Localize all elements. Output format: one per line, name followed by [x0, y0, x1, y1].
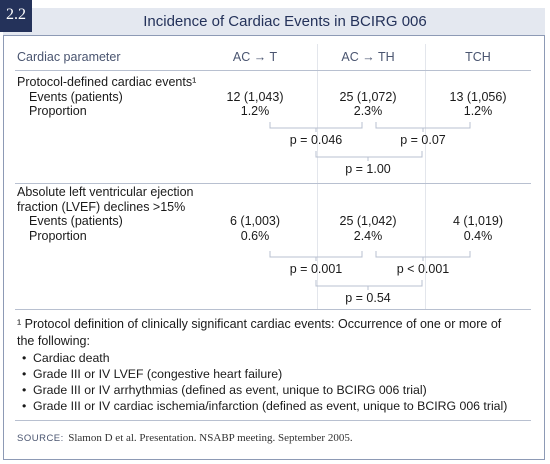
footnote-list: Cardiac death Grade III or IV LVEF (cong… — [22, 351, 507, 415]
column-header: TCH — [465, 50, 491, 64]
column-divider — [425, 44, 426, 309]
p-value: p = 0.046 — [289, 133, 343, 147]
footnote-bullet: Cardiac death — [22, 351, 507, 367]
column-header: AC → TH — [341, 50, 395, 64]
cell: 1.2% — [240, 104, 270, 118]
cell: 13 (1,056) — [449, 89, 507, 104]
cell: 6 (1,003) — [229, 214, 281, 228]
cell: 25 (1,042) — [339, 214, 397, 228]
cell: 0.6% — [240, 228, 270, 243]
bracket — [315, 280, 423, 290]
footnote-bullet: Grade III or IV arrhythmias (defined as … — [22, 383, 507, 399]
p-value: p = 0.001 — [289, 262, 343, 276]
row-label: Events (patients) — [29, 89, 123, 104]
footnote: ¹ Protocol definition of clinically sign… — [17, 317, 502, 348]
row-label: Events (patients) — [29, 214, 123, 228]
bracket — [315, 151, 423, 161]
section-heading: fraction (LVEF) declines >15% — [17, 199, 186, 214]
source: SOURCE: Slamon D et al. Presentation. NS… — [17, 428, 353, 446]
cell: 25 (1,072) — [339, 89, 397, 104]
rule — [15, 183, 531, 184]
figure-title: Incidence of Cardiac Events in BCIRG 006 — [143, 13, 427, 30]
cell: 2.4% — [353, 228, 383, 243]
cell: 0.4% — [463, 228, 493, 243]
cell: 4 (1,019) — [452, 214, 504, 228]
column-header: AC → T — [232, 50, 278, 64]
row-label: Proportion — [29, 228, 87, 243]
footnote-bullet: Grade III or IV LVEF (congestive heart f… — [22, 367, 507, 383]
column-header: Cardiac parameter — [17, 50, 121, 64]
bracket — [269, 251, 363, 261]
cell: 12 (1,043) — [226, 89, 284, 104]
p-value: p < 0.001 — [396, 262, 450, 276]
figure-badge: 2.2 — [0, 0, 32, 32]
p-value: p = 1.00 — [345, 162, 391, 176]
source-label: SOURCE: — [17, 433, 64, 444]
title-bar — [3, 8, 545, 36]
frame — [3, 8, 545, 460]
source-text: Slamon D et al. Presentation. NSABP meet… — [68, 432, 353, 444]
section-heading: Protocol-defined cardiac events¹ — [17, 75, 197, 89]
footnote-bullet: Grade III or IV cardiac ischemia/infarct… — [22, 399, 507, 415]
bracket — [375, 122, 471, 132]
column-divider — [317, 44, 318, 309]
cell: 2.3% — [353, 104, 383, 118]
bracket — [269, 122, 363, 132]
section-heading: Absolute left ventricular ejection — [17, 185, 194, 199]
p-value: p = 0.07 — [400, 133, 446, 147]
p-value: p = 0.54 — [345, 291, 391, 305]
rule — [15, 70, 531, 71]
rule — [15, 309, 531, 310]
row-label: Proportion — [29, 104, 87, 118]
cell: 1.2% — [463, 104, 493, 118]
rule — [15, 420, 531, 421]
bracket — [375, 251, 471, 261]
